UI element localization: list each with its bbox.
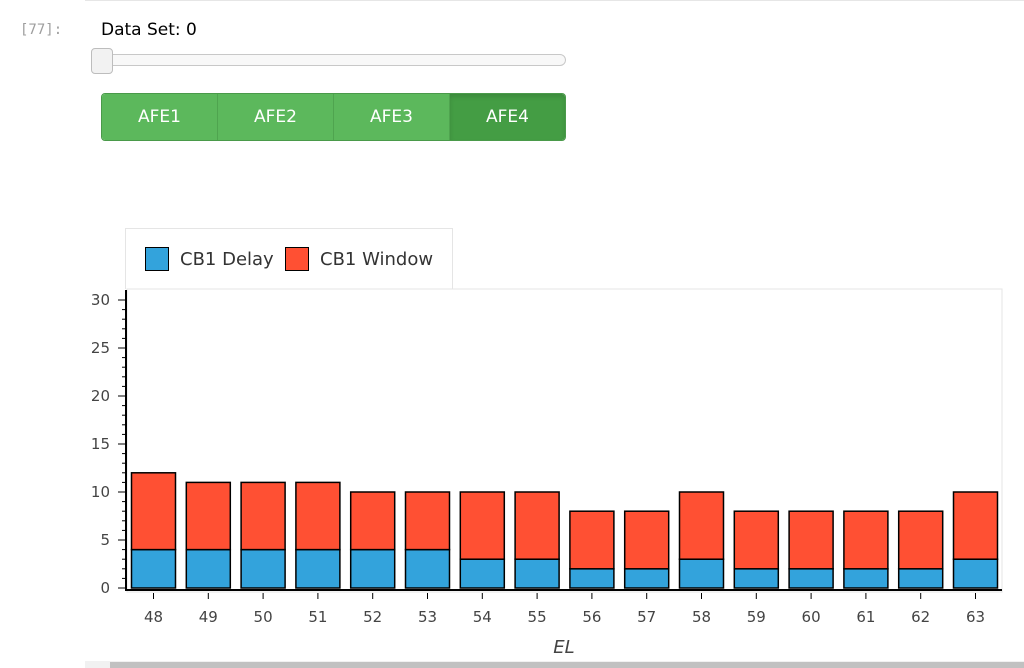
bar-delay-52 — [349, 548, 396, 589]
bar-window-53 — [404, 491, 451, 551]
x-tick-label-63: 63 — [966, 608, 985, 626]
afe2-button[interactable]: AFE2 — [218, 94, 334, 140]
afe4-button[interactable]: AFE4 — [450, 94, 565, 140]
bar-delay-54 — [459, 558, 506, 589]
horizontal-scrollbar[interactable] — [85, 661, 1024, 668]
bar-window-61 — [843, 510, 889, 570]
legend-label-delay: CB1 Delay — [180, 248, 274, 270]
bar-delay-55 — [514, 558, 560, 589]
y-tick-label-0: 0 — [100, 579, 110, 597]
legend-swatch-window — [285, 247, 309, 271]
y-tick-label-20: 20 — [91, 387, 110, 405]
x-tick-label-49: 49 — [199, 608, 218, 626]
bar-delay-48 — [130, 548, 177, 589]
afe-toggle-buttons: AFE1 AFE2 AFE3 AFE4 — [101, 93, 566, 141]
bar-delay-58 — [678, 558, 725, 589]
afe3-button[interactable]: AFE3 — [334, 94, 450, 140]
scrollbar-thumb[interactable] — [110, 662, 1024, 668]
bar-delay-60 — [788, 568, 834, 589]
bar-delay-49 — [185, 548, 232, 589]
bar-window-59 — [733, 510, 780, 570]
bar-delay-56 — [569, 568, 615, 589]
y-tick-label-5: 5 — [100, 531, 110, 549]
y-tick-label-25: 25 — [91, 339, 110, 357]
bar-window-56 — [569, 510, 615, 570]
bar-window-57 — [623, 510, 670, 570]
legend-item-window[interactable]: CB1 Window — [285, 247, 433, 271]
chart-legend: CB1 Delay CB1 Window — [125, 228, 453, 289]
bar-window-49 — [185, 481, 232, 551]
x-tick-label-60: 60 — [802, 608, 821, 626]
bar-window-58 — [678, 491, 725, 560]
bar-window-60 — [788, 510, 834, 570]
bar-delay-61 — [843, 568, 889, 589]
legend-label-window: CB1 Window — [320, 248, 434, 270]
x-tick-label-59: 59 — [747, 608, 766, 626]
legend-swatch-delay — [145, 247, 169, 271]
bar-window-50 — [240, 481, 286, 551]
slider-value: 0 — [186, 20, 197, 40]
bar-window-48 — [130, 472, 177, 551]
bar-window-55 — [514, 491, 560, 560]
x-axis-label: EL — [553, 637, 574, 658]
x-tick-label-57: 57 — [637, 608, 656, 626]
x-tick-label-51: 51 — [308, 608, 327, 626]
x-tick-label-48: 48 — [144, 608, 163, 626]
x-tick-label-55: 55 — [528, 608, 547, 626]
x-tick-label-58: 58 — [692, 608, 711, 626]
bar-window-52 — [349, 491, 396, 551]
x-tick-label-56: 56 — [582, 608, 601, 626]
slider-label-row: Data Set: 0 — [101, 20, 197, 40]
bar-delay-63 — [952, 558, 999, 589]
y-tick-label-15: 15 — [91, 435, 110, 453]
x-tick-label-54: 54 — [473, 608, 492, 626]
bar-delay-50 — [240, 548, 286, 589]
bar-window-63 — [952, 491, 999, 560]
bar-delay-53 — [404, 548, 451, 589]
cell-prompt: [77]: — [20, 22, 63, 38]
bar-window-51 — [295, 481, 341, 551]
data-set-slider-handle[interactable] — [91, 48, 113, 74]
bar-window-54 — [459, 491, 506, 560]
slider-label: Data Set: — [101, 20, 181, 40]
bar-delay-62 — [897, 568, 944, 589]
x-tick-label-52: 52 — [363, 608, 382, 626]
y-tick-label-30: 30 — [91, 291, 110, 309]
x-tick-label-53: 53 — [418, 608, 437, 626]
afe1-button[interactable]: AFE1 — [102, 94, 218, 140]
bars-layer — [130, 472, 999, 589]
bar-delay-59 — [733, 568, 780, 589]
bar-window-62 — [897, 510, 944, 570]
axes-layer: 48 49 50 51 52 53 54 55 56 57 58 59 60 61 62 63 0 5 10 15 20… — [91, 290, 1002, 626]
x-tick-label-61: 61 — [856, 608, 875, 626]
bar-delay-57 — [623, 568, 670, 589]
x-tick-label-62: 62 — [911, 608, 930, 626]
y-tick-label-10: 10 — [91, 483, 110, 501]
bar-delay-51 — [295, 548, 341, 589]
x-tick-label-50: 50 — [254, 608, 273, 626]
cell-top-border — [85, 0, 1024, 1]
legend-item-delay[interactable]: CB1 Delay — [145, 247, 274, 271]
